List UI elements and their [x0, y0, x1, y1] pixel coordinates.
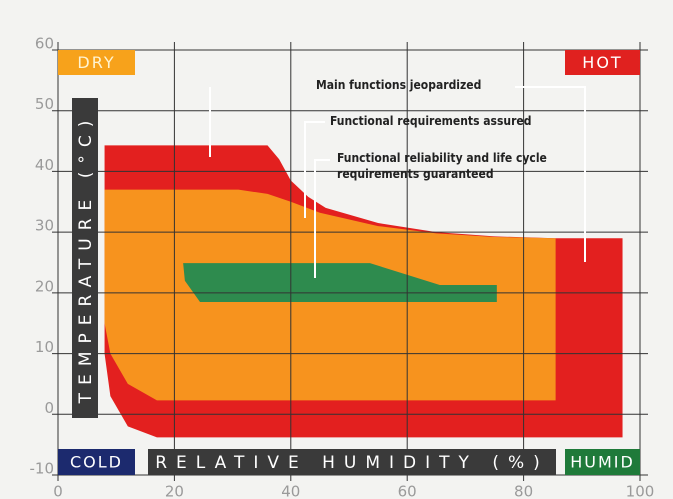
x-axis-label: RELATIVE HUMIDITY (%) [155, 453, 549, 473]
y-tick-label: 20 [35, 277, 54, 295]
leader-line [515, 86, 586, 262]
x-axis-label-bg [148, 449, 556, 475]
corner-label: HOT [582, 53, 622, 72]
corner-label-bg [58, 449, 135, 475]
x-tick-label: 60 [398, 483, 417, 499]
corner-label-bg [565, 50, 640, 75]
y-tick-label: -10 [30, 460, 55, 478]
x-tick-label: 40 [281, 483, 300, 499]
leader-line [304, 121, 325, 218]
corner-label: HUMID [570, 453, 635, 472]
x-tick-label: 0 [53, 483, 63, 499]
y-tick-label: 40 [35, 156, 54, 174]
y-tick-label: 30 [35, 217, 54, 235]
annotation: Functional requirements assured [330, 114, 532, 128]
x-tick-label: 20 [165, 483, 184, 499]
leader-line [314, 159, 330, 278]
corner-label: DRY [77, 53, 115, 72]
x-tick-label: 100 [626, 483, 655, 499]
y-axis-label: TEMPERATURE (°C) [76, 113, 96, 405]
y-axis-label-bg [72, 98, 98, 418]
y-tick-label: 60 [35, 35, 54, 53]
corner-label-bg [58, 50, 135, 75]
corner-label: COLD [70, 453, 123, 472]
annotation: Functional reliability and life cycle re… [337, 151, 547, 181]
annotation: Main functions jeopardized [316, 78, 482, 92]
x-tick-label: 80 [514, 483, 533, 499]
corner-label-bg [565, 449, 640, 475]
y-tick-label: 50 [35, 95, 54, 113]
y-tick-label: 10 [35, 338, 54, 356]
y-tick-label: 0 [44, 399, 54, 417]
region [183, 263, 497, 302]
